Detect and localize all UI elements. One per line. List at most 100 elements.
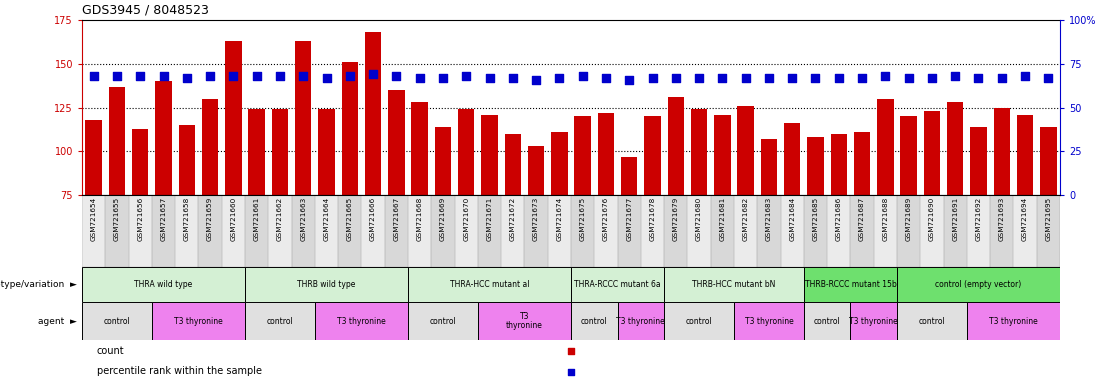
Bar <box>1014 195 1037 267</box>
Bar <box>897 302 967 340</box>
Text: control: control <box>814 316 840 326</box>
Point <box>435 74 452 81</box>
Bar <box>388 90 405 195</box>
Point <box>806 74 824 81</box>
Text: GSM721678: GSM721678 <box>650 197 655 241</box>
Text: GSM721665: GSM721665 <box>346 197 353 241</box>
Point <box>900 74 918 81</box>
Bar <box>738 106 753 195</box>
Text: GSM721694: GSM721694 <box>1022 197 1028 241</box>
Point <box>225 73 243 79</box>
Bar <box>621 157 638 195</box>
Text: GSM721671: GSM721671 <box>486 197 493 241</box>
Text: GSM721655: GSM721655 <box>114 197 120 241</box>
Text: THRA-RCCC mutant 6a: THRA-RCCC mutant 6a <box>575 280 661 289</box>
Text: GSM721688: GSM721688 <box>882 197 888 241</box>
Point <box>504 74 522 81</box>
Bar <box>552 132 568 195</box>
Point <box>201 73 218 79</box>
Point <box>923 74 941 81</box>
Bar <box>408 267 571 302</box>
Bar <box>990 195 1014 267</box>
Bar <box>854 132 870 195</box>
Point <box>550 74 568 81</box>
Bar <box>595 195 618 267</box>
Bar <box>827 195 850 267</box>
Point <box>341 73 358 79</box>
Text: T3 thyronine: T3 thyronine <box>338 316 386 326</box>
Point <box>993 74 1010 81</box>
Text: T3 thyronine: T3 thyronine <box>849 316 898 326</box>
Bar <box>296 41 311 195</box>
Bar <box>690 109 707 195</box>
Bar <box>82 195 105 267</box>
Text: control: control <box>581 316 608 326</box>
Text: GSM721663: GSM721663 <box>300 197 307 241</box>
Text: THRB wild type: THRB wild type <box>298 280 355 289</box>
Point <box>271 73 289 79</box>
Bar <box>947 102 963 195</box>
Text: percentile rank within the sample: percentile rank within the sample <box>97 366 261 376</box>
Text: control: control <box>686 316 713 326</box>
Bar <box>571 195 595 267</box>
Text: GSM721675: GSM721675 <box>580 197 586 241</box>
Bar <box>971 127 987 195</box>
Text: GSM721662: GSM721662 <box>277 197 283 241</box>
Bar <box>733 195 758 267</box>
Bar <box>245 267 408 302</box>
Bar <box>831 134 847 195</box>
Point <box>597 74 614 81</box>
Bar <box>874 195 897 267</box>
Point <box>1039 74 1057 81</box>
Text: GSM721679: GSM721679 <box>673 197 678 241</box>
Bar <box>505 134 521 195</box>
Bar <box>571 302 618 340</box>
Bar <box>924 111 940 195</box>
Point <box>154 73 172 79</box>
Point <box>364 71 382 77</box>
Bar <box>664 267 804 302</box>
Bar <box>105 195 129 267</box>
Bar <box>132 129 149 195</box>
Point <box>946 73 964 79</box>
Bar <box>715 114 730 195</box>
Text: T3 thyronine: T3 thyronine <box>745 316 793 326</box>
Bar <box>314 302 408 340</box>
Point <box>458 73 475 79</box>
Bar <box>850 302 897 340</box>
Text: GSM721682: GSM721682 <box>742 197 749 241</box>
Bar <box>319 109 334 195</box>
Text: GDS3945 / 8048523: GDS3945 / 8048523 <box>82 3 208 16</box>
Bar <box>339 195 362 267</box>
Text: count: count <box>97 346 125 356</box>
Bar <box>664 302 733 340</box>
Text: T3 thyronine: T3 thyronine <box>617 316 665 326</box>
Bar <box>199 195 222 267</box>
Bar <box>897 195 920 267</box>
Bar <box>967 302 1060 340</box>
Text: GSM721658: GSM721658 <box>184 197 190 241</box>
Point <box>85 73 103 79</box>
Text: GSM721681: GSM721681 <box>719 197 726 241</box>
Point <box>527 76 545 83</box>
Bar <box>152 195 175 267</box>
Bar <box>598 113 614 195</box>
Bar <box>784 123 801 195</box>
Bar <box>524 195 548 267</box>
Bar <box>109 86 125 195</box>
Bar <box>664 195 687 267</box>
Bar <box>850 195 874 267</box>
Text: GSM721685: GSM721685 <box>813 197 818 241</box>
Bar <box>431 195 454 267</box>
Text: GSM721670: GSM721670 <box>463 197 469 241</box>
Bar <box>82 267 245 302</box>
Text: T3
thyronine: T3 thyronine <box>506 312 543 330</box>
Bar <box>710 195 733 267</box>
Bar <box>408 195 431 267</box>
Text: GSM721674: GSM721674 <box>556 197 563 241</box>
Bar <box>245 195 268 267</box>
Bar <box>478 195 501 267</box>
Point <box>131 73 149 79</box>
Bar <box>481 114 497 195</box>
Point <box>1016 73 1034 79</box>
